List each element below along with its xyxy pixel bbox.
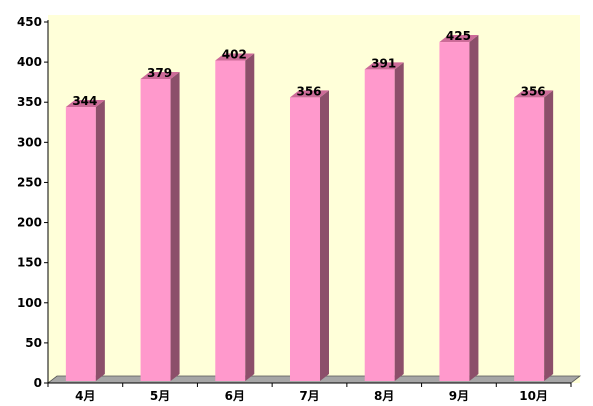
- bar-side: [95, 100, 105, 381]
- data-label: 356: [521, 84, 546, 98]
- bar-side: [320, 90, 329, 382]
- y-tick-label: 250: [17, 175, 42, 189]
- bar: [140, 78, 171, 382]
- data-label: 356: [296, 84, 321, 98]
- x-tick-label: 10月: [519, 389, 548, 403]
- y-tick-label: 150: [17, 256, 42, 270]
- bar: [65, 107, 96, 381]
- bar: [439, 42, 470, 382]
- x-tick-label: 6月: [225, 389, 245, 403]
- y-tick-label: 0: [34, 376, 42, 390]
- bar-side: [245, 53, 255, 382]
- y-tick-label: 50: [25, 336, 42, 350]
- bar-side: [170, 71, 180, 382]
- y-tick-label: 300: [17, 135, 42, 149]
- bar: [364, 69, 395, 381]
- bar-side: [469, 35, 479, 382]
- bar: [290, 97, 320, 382]
- bar-top: [514, 90, 554, 98]
- bar-side: [394, 62, 404, 381]
- bar-top: [439, 35, 479, 43]
- bar: [215, 60, 246, 382]
- data-label: 344: [72, 94, 97, 108]
- data-label: 402: [222, 48, 247, 62]
- data-label: 391: [371, 56, 396, 70]
- y-tick-label: 450: [17, 15, 42, 29]
- bar-top: [215, 53, 255, 61]
- y-tick-label: 200: [17, 216, 42, 230]
- bar: [514, 97, 545, 382]
- y-tick-label: 100: [17, 296, 42, 310]
- data-label: 425: [446, 29, 471, 43]
- x-tick-label: 4月: [75, 389, 95, 403]
- bar-top: [140, 71, 180, 79]
- bar-side: [544, 90, 554, 382]
- x-tick-label: 7月: [299, 389, 319, 403]
- bar-top: [364, 62, 404, 70]
- y-tick-label: 350: [17, 95, 42, 109]
- y-tick-label: 400: [17, 55, 42, 69]
- x-tick-label: 8月: [374, 389, 394, 403]
- bar-top: [65, 100, 105, 108]
- x-tick-label: 5月: [150, 389, 170, 403]
- x-tick-label: 9月: [449, 389, 469, 403]
- bar-top: [290, 90, 329, 98]
- data-label: 379: [147, 66, 172, 80]
